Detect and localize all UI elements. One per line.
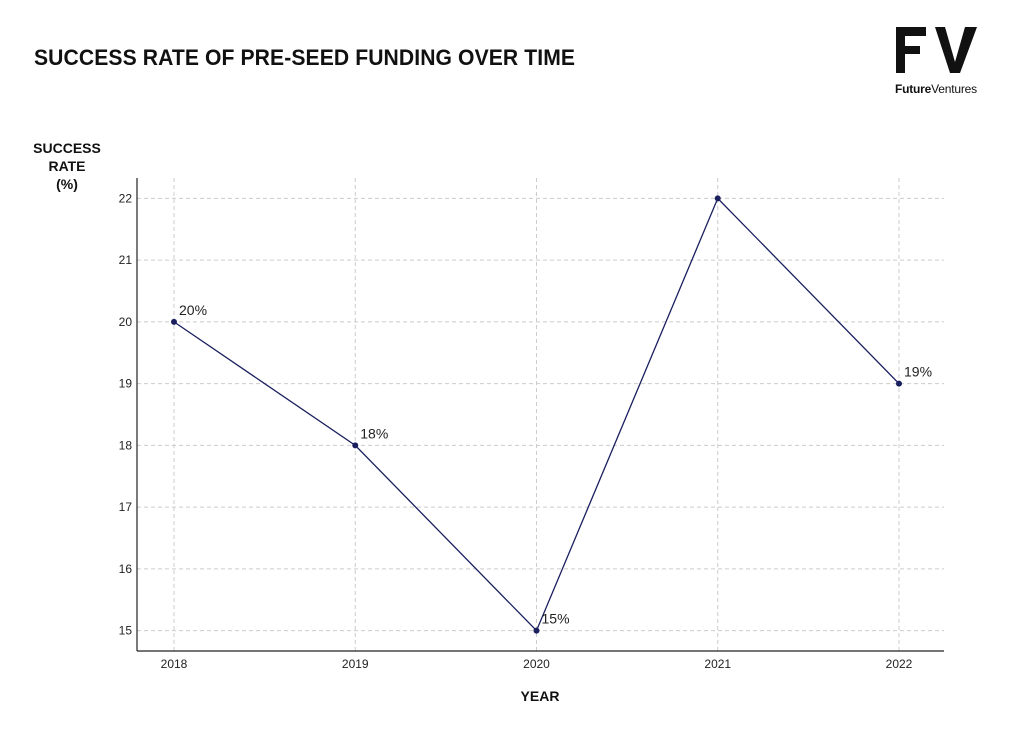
data-point (533, 627, 540, 634)
fv-logo-icon (896, 27, 977, 73)
y-tick-label: 16 (119, 562, 133, 576)
y-tick-label: 18 (119, 438, 133, 452)
x-tick-label: 2021 (704, 657, 731, 671)
y-axis-label: SUCCESS RATE (%) (20, 139, 114, 193)
y-axis-label-line: RATE (48, 158, 86, 174)
data-point (171, 318, 177, 325)
logo-text-secondary: Ventures (931, 82, 977, 96)
y-axis-label-line: SUCCESS (33, 140, 101, 156)
x-tick-label: 2022 (886, 657, 913, 671)
logo-wordmark: FutureVentures (895, 82, 977, 96)
y-axis-label-line: (%) (56, 176, 78, 192)
x-tick-label: 2019 (342, 657, 369, 671)
y-tick-label: 19 (119, 377, 133, 391)
chart-title: SUCCESS RATE OF PRE-SEED FUNDING OVER TI… (34, 45, 576, 70)
y-tick-label: 17 (119, 500, 133, 514)
x-tick-label: 2018 (161, 657, 188, 671)
data-label: 20% (179, 302, 207, 318)
x-tick-label: 2020 (523, 657, 550, 671)
x-axis-label: YEAR (520, 688, 560, 704)
data-label: 15% (542, 611, 570, 627)
y-tick-label: 22 (119, 191, 133, 205)
data-point (896, 380, 902, 387)
data-point (714, 195, 721, 202)
y-tick-label: 20 (119, 315, 133, 329)
y-tick-label: 15 (119, 624, 133, 638)
data-label: 18% (360, 425, 388, 441)
data-point (352, 442, 359, 449)
logo-text-primary: Future (895, 82, 932, 96)
data-label: 19% (904, 364, 932, 380)
y-tick-label: 21 (119, 253, 133, 267)
